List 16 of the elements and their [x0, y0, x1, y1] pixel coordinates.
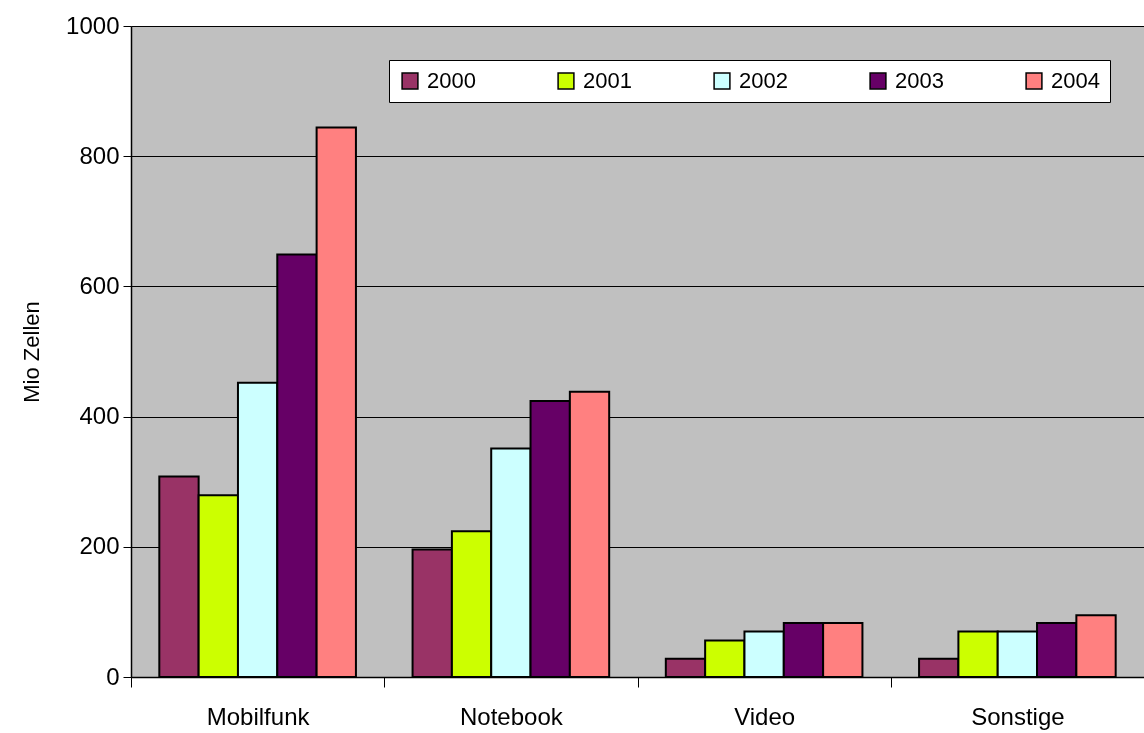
y-tick-label: 1000 — [66, 11, 120, 39]
y-tick-label: 200 — [79, 532, 120, 560]
legend-label: 2004 — [1051, 68, 1100, 93]
x-tick-label: Mobilfunk — [206, 702, 311, 730]
legend-label: 2000 — [427, 68, 476, 93]
y-tick-label: 0 — [106, 662, 120, 690]
x-tick-label: Notebook — [460, 702, 564, 730]
legend-label: 2003 — [895, 68, 944, 93]
y-tick-label: 800 — [79, 141, 120, 169]
y-tick-label: 400 — [79, 402, 120, 430]
legend-label: 2001 — [583, 68, 632, 93]
legend-label: 2002 — [739, 68, 788, 93]
x-tick-label: Video — [734, 702, 796, 730]
y-axis-title: Mio Zellen — [19, 301, 45, 403]
y-tick-label: 600 — [79, 271, 120, 299]
x-tick-label: Sonstige — [971, 702, 1065, 730]
